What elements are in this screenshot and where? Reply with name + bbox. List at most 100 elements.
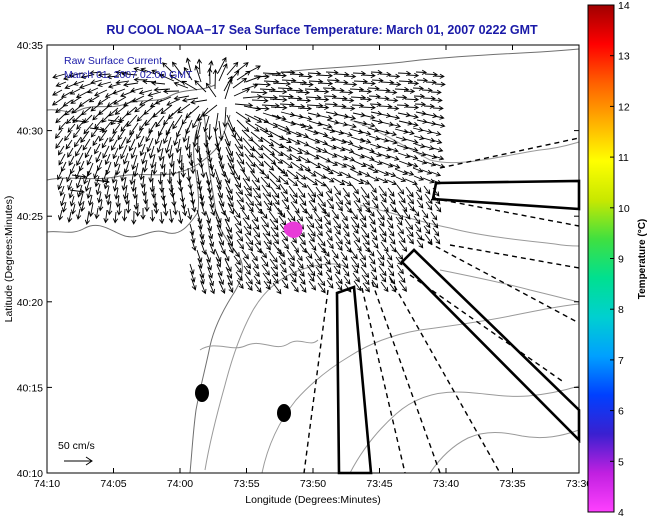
current-vector [433,155,445,161]
current-vector [360,226,370,239]
current-vector [335,79,349,86]
current-vector [111,139,118,151]
current-vector [314,178,327,187]
current-vector [55,137,64,149]
y-tick-label: 40:30 [17,126,43,138]
current-vector [138,167,145,181]
current-vector [218,63,228,82]
current-vector [416,77,429,83]
current-vector [80,200,86,213]
current-vector [359,178,371,185]
current-vector [280,231,289,242]
current-vector [189,263,195,275]
current-vector [245,241,254,252]
current-vector [370,231,378,241]
colorbar-label: Temperature (°C) [637,219,648,300]
current-vector [159,211,165,225]
x-tick-label: 73:40 [433,478,459,490]
current-vector [317,282,326,294]
current-vector [116,203,122,216]
current-vector [245,121,260,132]
current-vector [361,114,376,120]
current-vector [322,207,330,218]
current-vector [412,207,420,217]
current-vector [403,130,415,136]
current-vector [367,127,380,133]
current-vector [334,273,343,285]
current-vector [342,187,350,198]
current-vector [69,88,81,95]
current-vector [295,211,304,222]
current-vector [317,162,331,171]
current-vector [322,247,330,258]
current-vector [224,138,234,157]
current-vector [352,192,361,204]
sst-dark-patch [195,384,209,402]
current-vector [87,87,99,94]
current-vector [232,207,241,219]
current-vector [350,256,360,269]
current-vector [335,161,348,168]
current-vector [270,266,279,277]
current-vector [141,151,147,165]
current-vector [385,171,397,177]
current-vector [243,105,262,112]
current-vector [171,61,183,76]
current-vector [164,136,172,154]
current-vector [370,151,382,157]
current-vector [173,95,190,101]
current-vector [114,104,128,115]
current-vector [306,184,317,198]
current-vector [106,193,112,206]
current-vector [351,224,359,235]
current-vector [325,191,334,202]
current-vector [170,160,176,177]
current-vector [324,263,332,273]
current-vector [64,131,72,142]
current-vector [376,129,391,135]
current-vector [235,151,245,165]
current-vector [353,200,362,212]
current-vector [353,280,362,292]
current-vector [180,162,186,178]
current-vector [269,97,288,103]
current-vector [308,280,317,291]
current-vector [216,264,223,277]
current-vector [358,88,373,95]
current-vector [430,171,442,177]
current-vector [67,147,74,158]
current-vector [161,195,168,209]
current-vector [299,123,314,130]
current-vector [150,80,166,86]
current-vector [209,203,216,217]
current-vector [434,163,446,169]
current-vector [369,101,382,108]
current-vector [344,81,358,88]
current-vector [261,184,272,198]
current-vector [115,69,129,76]
current-vector [87,194,94,207]
current-vector [146,137,154,153]
current-vector [353,240,362,252]
current-vector [187,207,193,221]
current-vector [370,271,378,281]
current-vector [216,224,223,238]
current-vector [290,161,304,171]
current-vector [288,145,303,154]
current-vector [421,87,433,93]
current-vector [326,199,335,210]
current-vector [251,139,264,151]
y-tick-label: 40:35 [17,40,43,52]
current-vector [152,107,164,118]
current-vector [394,208,404,221]
colorbar-tick-label: 12 [618,101,630,113]
current-vector [272,282,282,295]
current-vector [250,211,259,223]
current-vector [331,169,343,176]
current-vector [260,176,271,189]
current-vector [421,169,433,175]
y-tick-label: 40:10 [17,468,43,480]
current-vector [315,186,324,197]
current-vector [349,208,358,220]
current-vector [388,275,396,285]
